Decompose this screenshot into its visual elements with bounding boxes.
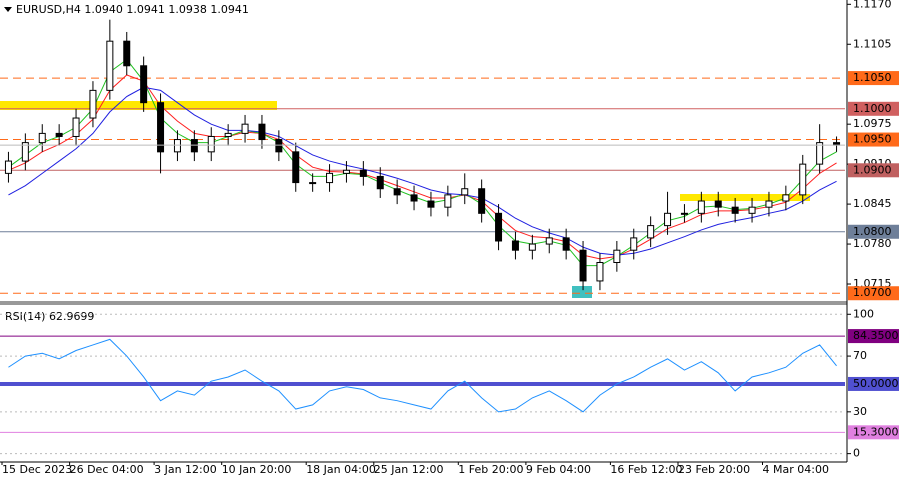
candle-body <box>275 139 283 153</box>
x-tick-label: 4 Mar 04:00 <box>763 463 829 476</box>
chart-title: EURUSD,H4 1.0940 1.0941 1.0938 1.0941 <box>16 3 249 16</box>
candle-body <box>495 212 503 242</box>
candle-body <box>38 132 46 144</box>
y-tick-label: 1.0845 <box>853 197 892 210</box>
candle-body <box>190 139 198 153</box>
candle-body <box>579 249 587 282</box>
level-label-box <box>848 163 899 178</box>
level-label: 84.3500 <box>853 329 899 342</box>
y-tick-label: 1.0780 <box>853 237 892 250</box>
candle-body <box>461 188 469 196</box>
candle-body <box>630 237 638 251</box>
candle-body <box>731 206 739 214</box>
level-label-box <box>848 132 899 147</box>
x-tick-label: 15 Dec 2023 <box>2 463 72 476</box>
level-label: 50.0000 <box>853 377 899 390</box>
rsi-title: RSI(14) 62.9699 <box>5 310 94 323</box>
candle-body <box>55 132 63 137</box>
candle-body <box>478 188 486 214</box>
candle-body <box>4 160 12 174</box>
candle-body <box>157 102 165 153</box>
y-tick-label: 100 <box>853 307 874 320</box>
candle-body <box>173 139 181 153</box>
candle-body <box>511 240 519 251</box>
level-label-box <box>848 329 899 344</box>
candle-body <box>410 194 418 202</box>
candle-body <box>376 175 384 190</box>
candle-body <box>427 200 435 208</box>
zone-highlight <box>572 286 592 298</box>
candle-body <box>326 172 334 184</box>
level-label-box <box>848 224 899 239</box>
level-label: 15.3000 <box>853 425 899 438</box>
candle-body <box>613 249 621 264</box>
candle-body <box>106 40 114 91</box>
level-label: 1.0700 <box>853 286 892 299</box>
candle-body <box>748 206 756 214</box>
candle-body <box>647 225 655 239</box>
rsi-line <box>8 338 837 413</box>
x-tick-label: 26 Dec 04:00 <box>70 463 144 476</box>
candle-body <box>21 142 29 162</box>
level-label: 1.0900 <box>853 163 892 176</box>
candle-body <box>140 65 148 104</box>
level-label-box <box>848 286 899 301</box>
candle-body <box>241 123 249 134</box>
menu-icon[interactable] <box>4 7 12 12</box>
candle-body <box>444 194 452 208</box>
level-label: 1.1050 <box>853 71 892 84</box>
candle-body <box>680 212 688 215</box>
candle-body <box>697 200 705 214</box>
level-label: 1.0800 <box>853 225 892 238</box>
zone-highlight <box>680 194 810 201</box>
x-tick-label: 9 Feb 04:00 <box>526 463 591 476</box>
y-tick-label: 70 <box>853 349 867 362</box>
candle-body <box>359 169 367 177</box>
candle-body <box>765 200 773 208</box>
level-label-box <box>848 71 899 86</box>
x-tick-label: 3 Jan 12:00 <box>154 463 217 476</box>
x-tick-label: 10 Jan 20:00 <box>222 463 292 476</box>
x-tick-label: 1 Feb 20:00 <box>458 463 523 476</box>
candle-body <box>309 182 317 185</box>
candle-body <box>89 89 97 119</box>
candle-body <box>782 194 790 202</box>
y-tick-label: 30 <box>853 405 867 418</box>
level-label-box <box>848 425 899 440</box>
candle-body <box>664 212 672 227</box>
x-tick-label: 18 Jan 04:00 <box>306 463 376 476</box>
level-label-box <box>848 101 899 116</box>
candle-body <box>342 169 350 174</box>
candle-body <box>207 135 215 153</box>
candle-body <box>562 237 570 251</box>
candle-body <box>123 40 131 67</box>
candle-body <box>714 200 722 208</box>
candle-body <box>545 237 553 245</box>
x-tick-label: 23 Feb 20:00 <box>678 463 750 476</box>
y-tick-label: 1.0975 <box>853 117 892 130</box>
x-tick-label: 16 Feb 12:00 <box>610 463 682 476</box>
level-label: 1.0950 <box>853 133 892 146</box>
candle-body <box>528 243 536 251</box>
candle-body <box>816 142 824 165</box>
x-tick-label: 25 Jan 12:00 <box>374 463 444 476</box>
level-label-box <box>848 376 899 391</box>
y-tick-label: 1.1105 <box>853 37 892 50</box>
y-tick-label: 1.1170 <box>853 0 892 10</box>
candle-body <box>258 123 266 141</box>
zone-highlight <box>0 101 277 110</box>
candle-body <box>799 163 807 196</box>
candle-body <box>596 262 604 282</box>
candle-body <box>224 132 232 137</box>
y-tick-label: 0 <box>853 447 860 460</box>
candle-body <box>393 188 401 196</box>
candle-body <box>72 117 80 137</box>
candle-body <box>292 151 300 184</box>
level-label: 1.1000 <box>853 102 892 115</box>
